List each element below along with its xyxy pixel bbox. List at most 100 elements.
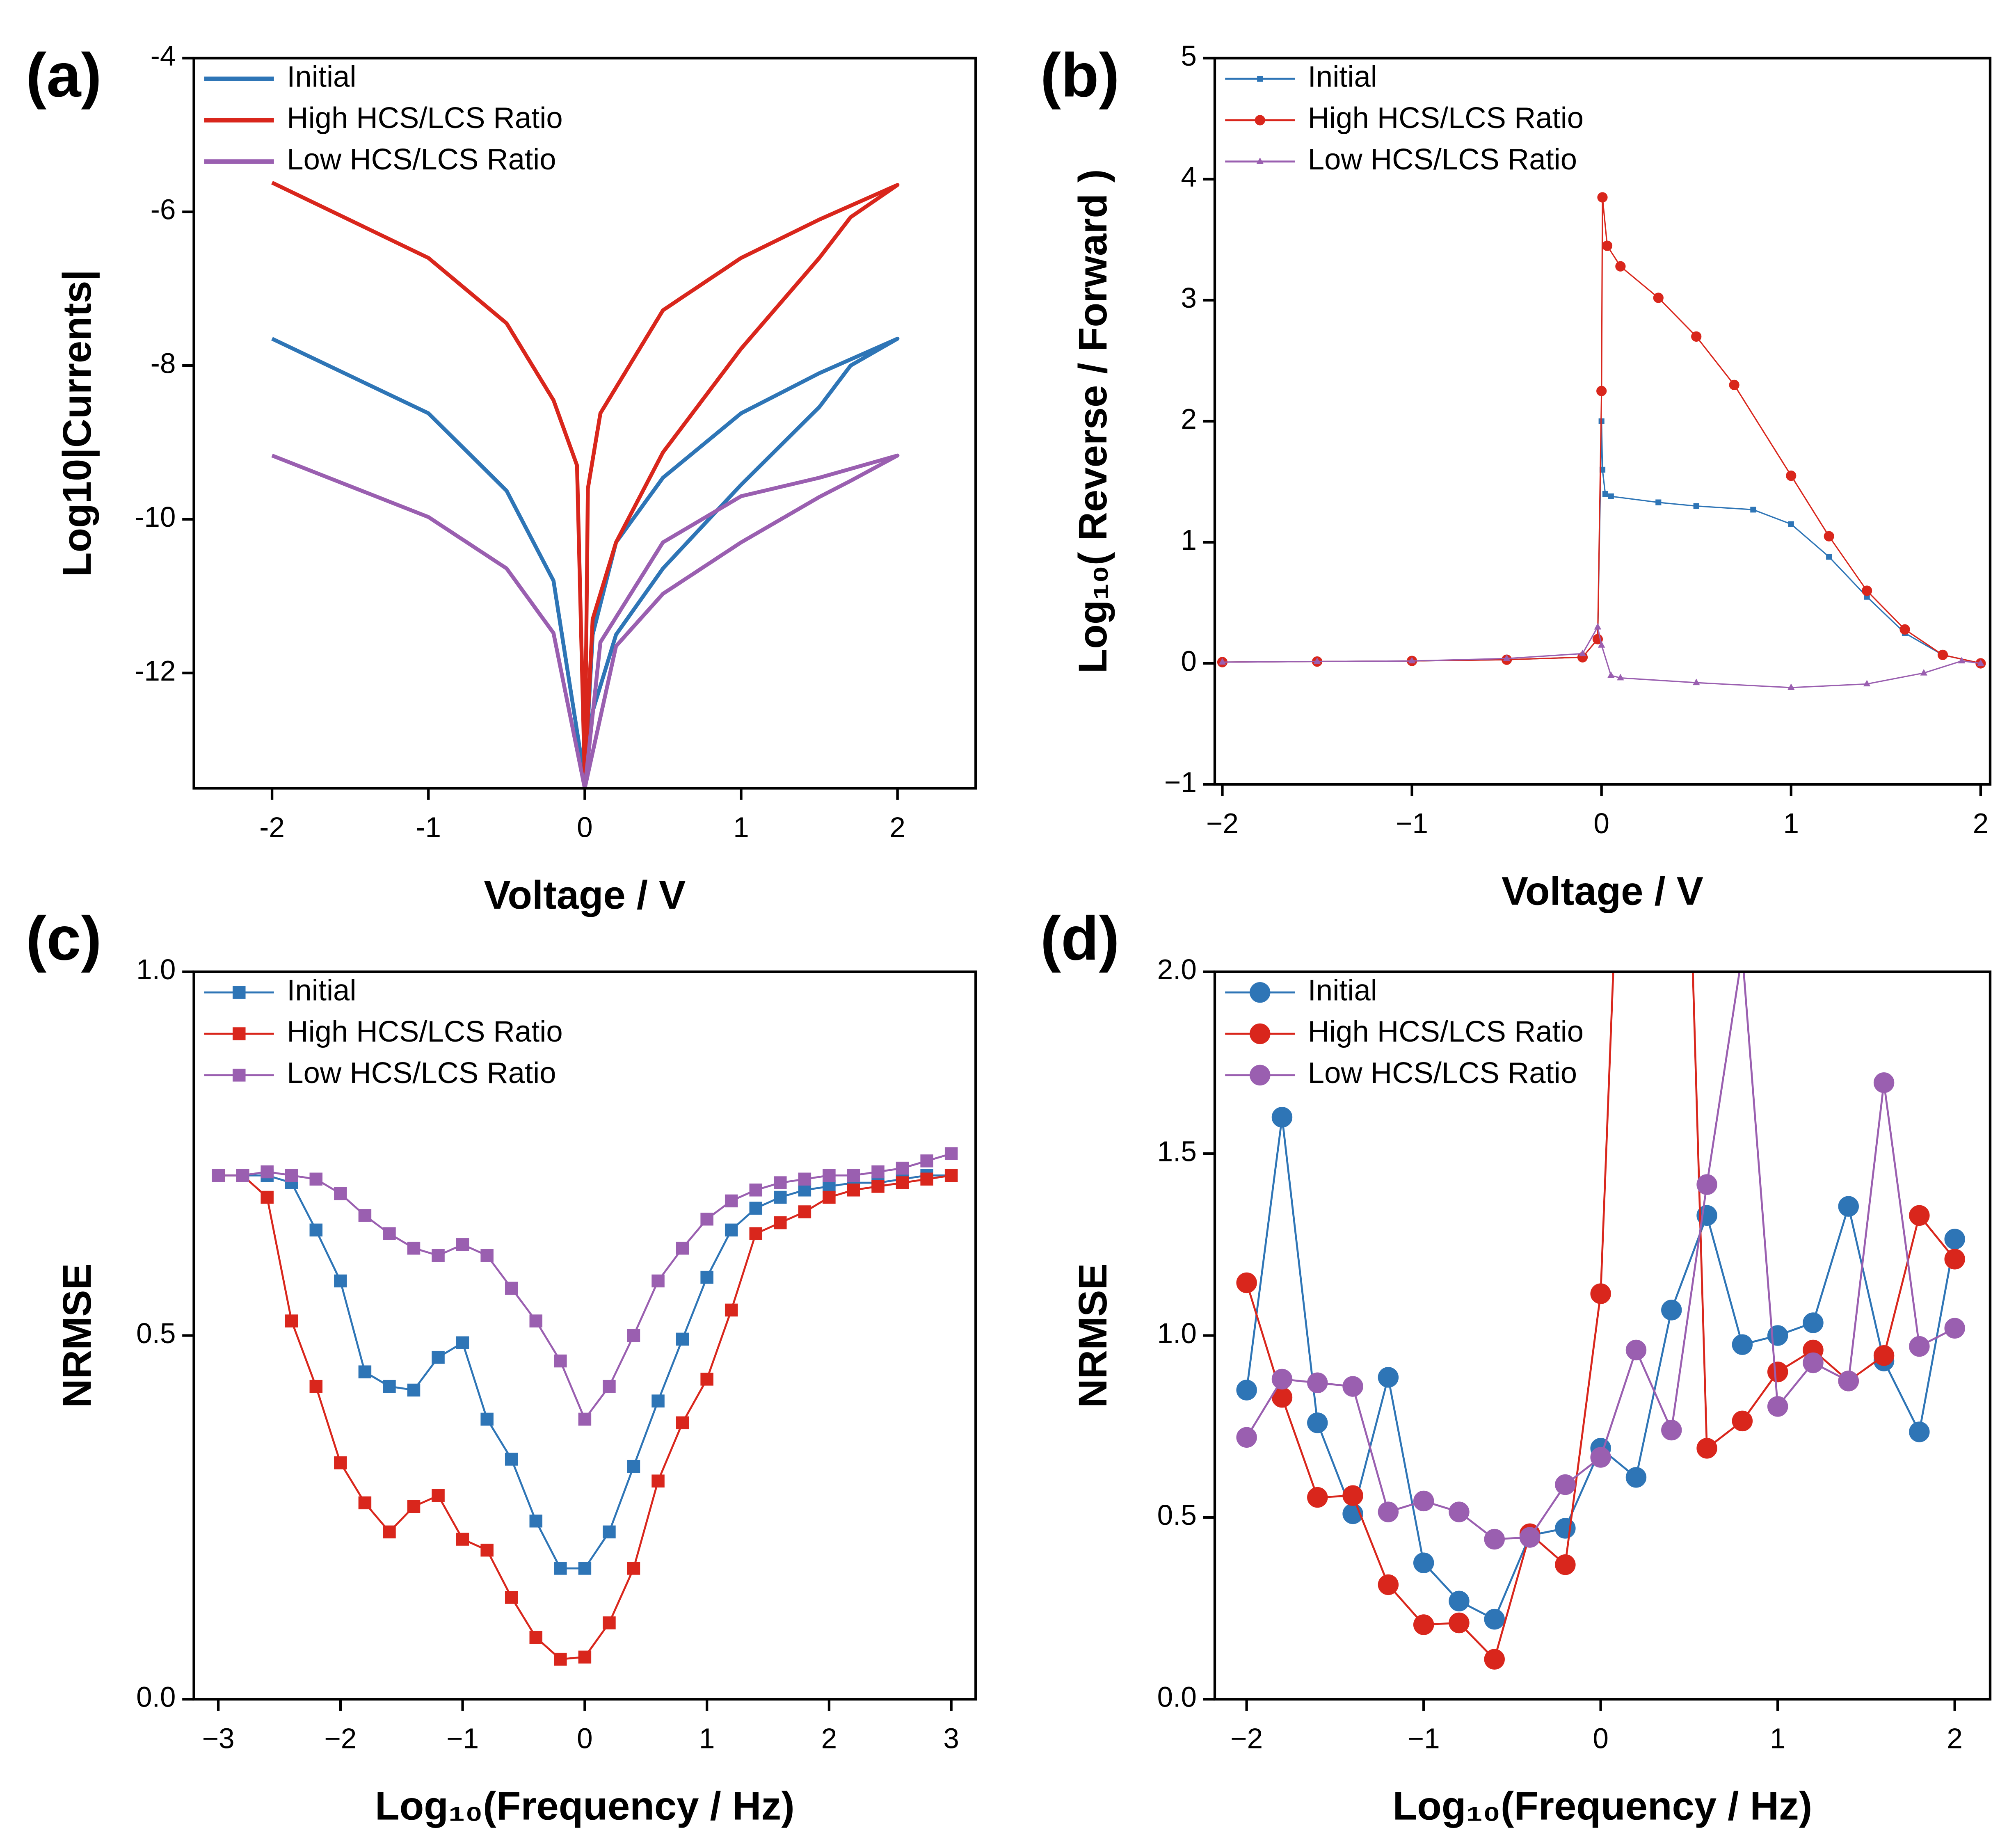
y-axis-label: Log₁₀( Reverse / Forward ) [1070, 169, 1115, 673]
legend-label: High HCS/LCS Ratio [1308, 1015, 1584, 1048]
marker [358, 1365, 372, 1378]
marker [896, 1161, 909, 1175]
marker [1729, 379, 1739, 390]
marker [1944, 1318, 1965, 1339]
marker [1824, 531, 1834, 542]
marker [1909, 1336, 1930, 1357]
marker [1408, 657, 1416, 664]
marker [480, 1412, 494, 1426]
marker [480, 1543, 494, 1557]
marker [749, 1202, 763, 1215]
marker [407, 1241, 421, 1255]
marker [627, 1460, 640, 1473]
marker [407, 1500, 421, 1513]
marker [847, 1184, 860, 1197]
marker [1873, 1072, 1895, 1093]
marker [1413, 1490, 1434, 1512]
x-axis-label: Voltage / V [484, 873, 686, 917]
marker [749, 1227, 763, 1240]
y-tick-label: 2 [1181, 403, 1197, 435]
marker [432, 1489, 445, 1502]
marker [1378, 1367, 1399, 1388]
marker [1977, 659, 1984, 666]
y-tick-label: 1.0 [1157, 1317, 1197, 1349]
marker [1555, 1474, 1576, 1495]
marker [1733, 944, 1752, 963]
marker [1449, 1501, 1470, 1522]
marker [1944, 1249, 1965, 1270]
panel-label: (d) [1040, 904, 1120, 973]
marker [920, 1172, 933, 1186]
x-tick-label: 2 [821, 1722, 837, 1754]
marker [285, 1169, 298, 1182]
x-tick-label: -2 [259, 811, 285, 843]
marker [309, 1380, 323, 1393]
y-axis-label: NRMSE [1070, 1263, 1115, 1408]
marker [798, 1205, 811, 1218]
y-tick-label: 5 [1181, 40, 1197, 72]
marker [1909, 1421, 1930, 1442]
marker [1378, 1574, 1399, 1595]
marker [896, 1176, 909, 1189]
legend-label: Initial [1308, 973, 1377, 1007]
marker [309, 1223, 323, 1237]
marker [285, 1314, 298, 1328]
marker [1803, 1312, 1824, 1333]
marker [233, 986, 246, 999]
marker [1250, 1023, 1271, 1044]
marker [1598, 641, 1605, 648]
marker [871, 1165, 885, 1179]
marker [1256, 157, 1264, 164]
marker [383, 1227, 396, 1240]
marker [1579, 649, 1586, 656]
y-tick-label: 0.5 [136, 1317, 176, 1349]
marker [432, 1350, 445, 1364]
x-axis-label: Log₁₀(Frequency / Hz) [375, 1784, 795, 1828]
marker [1693, 503, 1699, 509]
marker [1625, 1467, 1647, 1488]
marker [1692, 679, 1700, 686]
marker [1413, 1614, 1434, 1635]
marker [823, 1169, 836, 1182]
marker [1838, 1196, 1859, 1217]
marker [1944, 1229, 1965, 1250]
marker [1236, 1272, 1257, 1293]
marker [1767, 1396, 1788, 1417]
marker [798, 1172, 811, 1186]
marker [1696, 1438, 1717, 1459]
marker [1307, 1487, 1328, 1508]
marker [212, 1169, 225, 1182]
x-tick-label: 0 [577, 811, 593, 843]
y-tick-label: -6 [151, 194, 176, 226]
marker [774, 1216, 787, 1229]
marker [1519, 1527, 1541, 1548]
marker [651, 1394, 665, 1408]
marker [1863, 680, 1871, 687]
marker [358, 1209, 372, 1222]
marker [1732, 1334, 1753, 1355]
x-tick-label: −2 [1206, 807, 1239, 839]
marker [236, 1169, 249, 1182]
marker [749, 1184, 763, 1197]
marker [505, 1453, 518, 1466]
marker [334, 1274, 347, 1288]
marker [432, 1249, 445, 1262]
marker [1484, 1609, 1505, 1630]
panel-label: (b) [1040, 41, 1120, 110]
y-tick-label: -10 [135, 501, 176, 533]
legend-label: Initial [287, 973, 356, 1007]
marker [1255, 115, 1265, 126]
marker [1271, 1107, 1293, 1128]
marker [578, 1650, 592, 1664]
marker [554, 1562, 567, 1575]
marker [1342, 1485, 1363, 1506]
y-tick-label: 0.0 [136, 1681, 176, 1713]
marker [920, 1154, 933, 1168]
marker [529, 1314, 543, 1328]
plot-area [212, 1147, 958, 1666]
marker [1257, 76, 1263, 82]
y-tick-label: 4 [1181, 161, 1197, 193]
marker [1607, 671, 1615, 678]
marker [676, 1416, 689, 1430]
marker [1250, 1065, 1271, 1085]
